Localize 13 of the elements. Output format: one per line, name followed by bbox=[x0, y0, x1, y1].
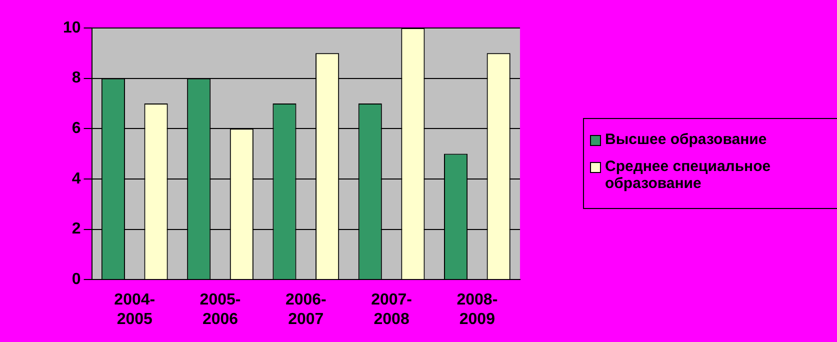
y-tick-label: 8 bbox=[72, 70, 81, 87]
y-tick-label: 10 bbox=[63, 19, 81, 36]
legend-label: Среднее специальное образование bbox=[605, 158, 772, 192]
x-tick-label: 2004-2005 bbox=[114, 292, 156, 328]
y-tick-label: 0 bbox=[72, 271, 81, 288]
y-tick-label: 2 bbox=[72, 220, 81, 238]
x-tick-label: 2005-2006 bbox=[200, 292, 241, 328]
legend-label: Высшее образование bbox=[605, 131, 767, 148]
x-tick-label: 2008-2009 bbox=[456, 292, 498, 328]
y-tick-label: 6 bbox=[72, 120, 81, 138]
x-tick-label: 2007-2008 bbox=[371, 292, 412, 328]
y-tick-label: 4 bbox=[72, 170, 81, 188]
x-tick-label: 2006-2007 bbox=[285, 292, 326, 328]
